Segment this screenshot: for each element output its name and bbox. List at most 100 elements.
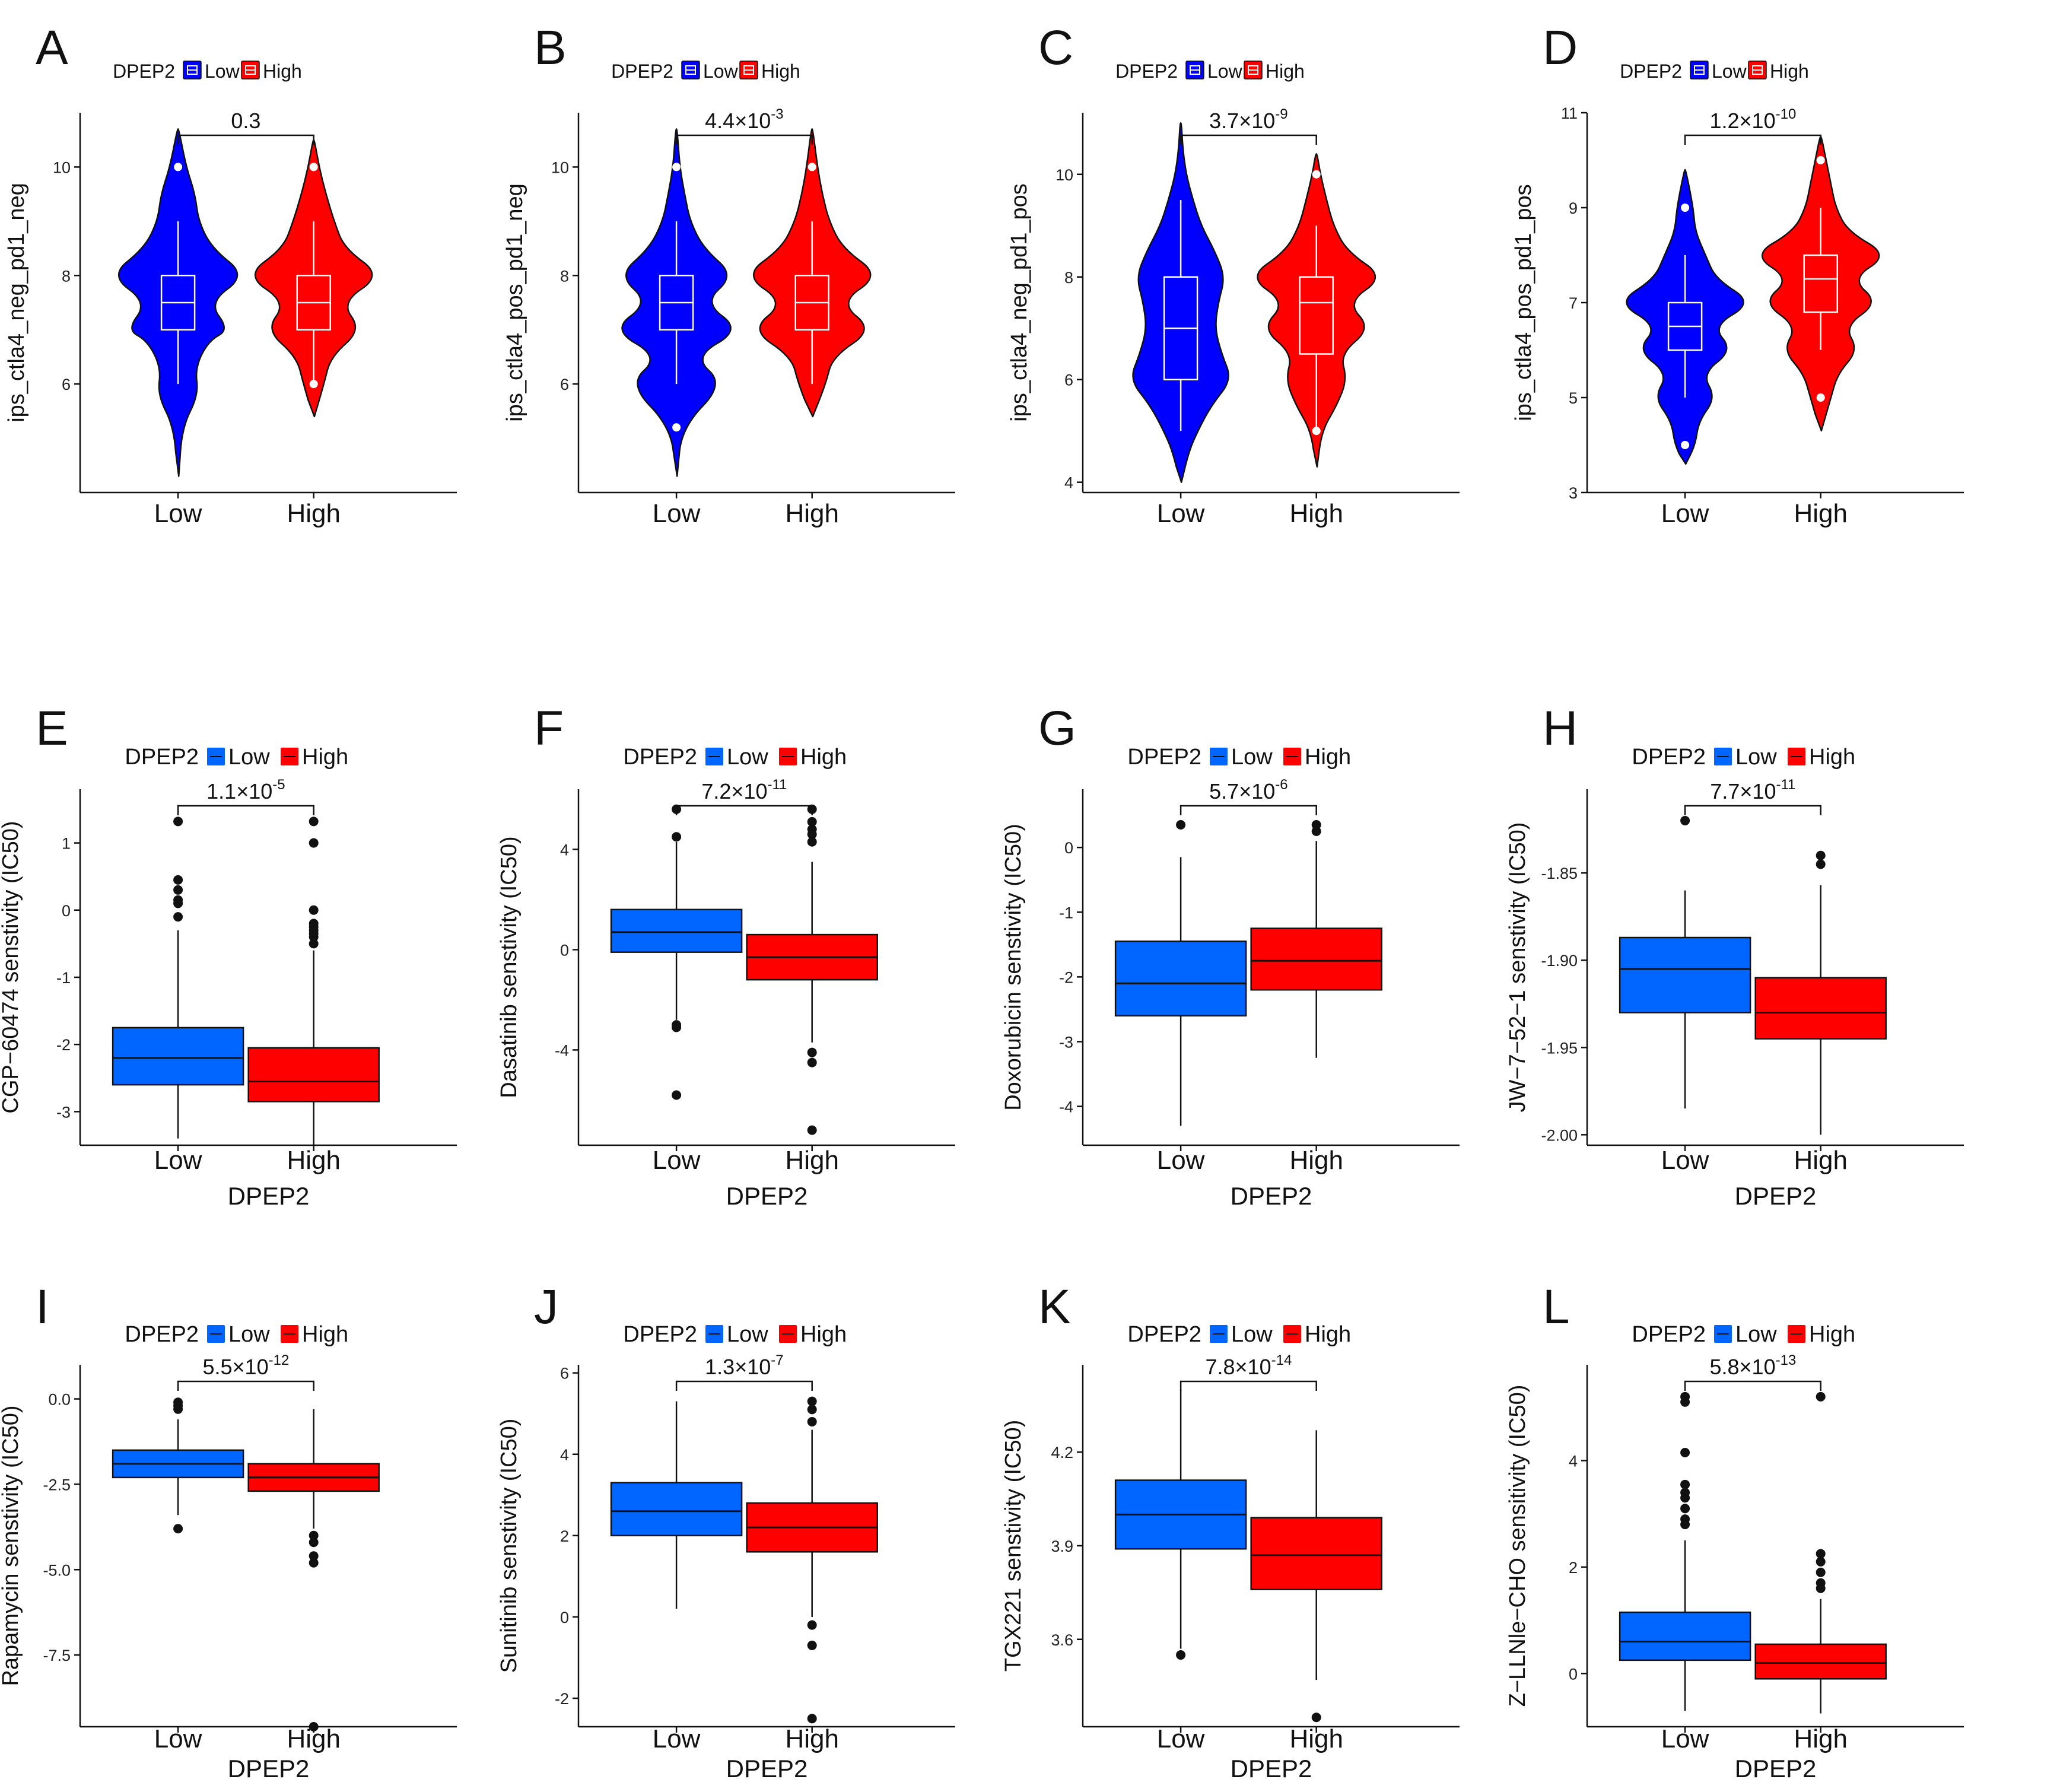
legend-label-low: Low	[1735, 745, 1777, 770]
y-tick-label: 4	[560, 841, 569, 859]
p-value-mantissa: 7.7	[1710, 779, 1740, 803]
outlier-point	[1680, 1504, 1690, 1514]
outlier-point	[1816, 1391, 1826, 1402]
panel-j: J DPEP2 Low High 6 4 2 0 -2 Low High Sunitinib sens…	[497, 1280, 955, 1783]
legend-label-low: Low	[1231, 1322, 1273, 1347]
box-high	[1250, 927, 1382, 991]
group-low	[1619, 815, 1751, 1109]
panel-d: D DPEP2 Low High 3 5 7 9 11 Low High ips_ctla4_pos_…	[1511, 21, 1964, 528]
significance-bracket: 7.7×10-11	[1684, 777, 1821, 815]
panel-l: L DPEP2 Low High 4 2 0 Low High Z−LLNle−CHO sensi…	[1505, 1280, 1964, 1783]
y-tick-label: -1.85	[1541, 865, 1578, 882]
legend-label-low: Low	[205, 61, 240, 82]
x-tick-label: High	[287, 1146, 341, 1175]
y-tick-label: -3	[1059, 1033, 1073, 1051]
p-value-times: ×10	[233, 1355, 269, 1379]
panel-g: G DPEP2 Low High 0 -1 -2 -3 -4 Low High Doxorubicin…	[1001, 701, 1460, 1210]
bracket-line	[1179, 805, 1317, 815]
y-axis-label: ips_ctla4_neg_pd1_pos	[1007, 183, 1032, 421]
p-value-times: ×10	[735, 1355, 771, 1379]
y-tick-label: 3	[1569, 484, 1578, 502]
box-low	[1619, 1611, 1751, 1661]
group-high	[247, 816, 380, 1145]
x-tick-label: High	[1794, 1724, 1848, 1753]
outlier-point	[1681, 204, 1690, 212]
outlier-point	[1680, 1448, 1690, 1458]
y-tick-label: -1.90	[1541, 952, 1578, 970]
group-low	[117, 128, 239, 477]
legend-title: DPEP2	[1127, 745, 1201, 770]
outlier-point	[807, 1640, 817, 1650]
bracket-line	[1684, 805, 1821, 815]
x-tick-label: Low	[1661, 1724, 1709, 1753]
outlier-point	[672, 423, 681, 432]
p-value-exponent: -13	[1776, 1352, 1797, 1368]
panel-letter: B	[534, 21, 567, 75]
group-low	[610, 804, 743, 1100]
bracket-line	[675, 1380, 813, 1391]
box-low	[1114, 941, 1247, 1017]
box-low	[112, 1027, 244, 1086]
y-axis-label: Z−LLNle−CHO sensitivity (IC50)	[1505, 1385, 1530, 1707]
y-tick-label: 8	[560, 267, 569, 285]
y-tick-label: 6	[62, 376, 71, 393]
outlier-point	[173, 1404, 183, 1414]
legend-label-low: Low	[727, 1322, 768, 1347]
outlier-point	[309, 816, 319, 827]
x-axis-label: DPEP2	[1735, 1755, 1817, 1783]
outlier-point	[807, 1396, 817, 1406]
significance-bracket: 5.5×10-12	[177, 1352, 314, 1391]
legend: DPEP2 Low High	[1127, 745, 1351, 770]
box-high	[1299, 276, 1334, 355]
p-value-label: 3.7×10-9	[1209, 106, 1287, 133]
y-axis-label: Sunitinib senstivity (IC50)	[497, 1419, 522, 1673]
outlier-point	[807, 816, 817, 827]
y-tick-label: 4.2	[1051, 1444, 1073, 1461]
y-tick-label: -4	[555, 1041, 569, 1059]
significance-bracket: 5.8×10-13	[1684, 1352, 1821, 1391]
group-high	[746, 804, 878, 1135]
group-low	[1132, 122, 1229, 483]
p-value-times: ×10	[236, 779, 272, 803]
outlier-point	[807, 1125, 817, 1135]
outlier-point	[173, 898, 183, 908]
legend: DPEP2 Low High	[1127, 1322, 1351, 1347]
outlier-point	[1680, 1493, 1690, 1503]
legend: DPEP2 Low High	[1632, 1322, 1855, 1347]
group-low	[1619, 1391, 1751, 1711]
p-value-times: ×10	[1239, 779, 1275, 803]
y-tick-label: -1	[1059, 904, 1073, 922]
p-value-label: 0.3	[231, 109, 260, 133]
panel-h: H DPEP2 Low High -1.85 -1.90 -1.95 -2.00 Low High…	[1505, 701, 1964, 1210]
outlier-point	[1680, 1479, 1690, 1489]
y-tick-label: 0	[1064, 839, 1073, 857]
outlier-point	[1311, 826, 1321, 836]
legend-title: DPEP2	[1632, 1322, 1706, 1347]
y-tick-label: 6	[560, 1365, 569, 1383]
bracket-line	[177, 805, 314, 815]
p-value-exponent: -12	[269, 1352, 290, 1368]
y-tick-label: -7.5	[43, 1647, 71, 1664]
axes: 6 8 10 Low High	[551, 113, 955, 528]
y-tick-label: 9	[1569, 199, 1578, 217]
group-high	[247, 1409, 380, 1731]
outlier-point	[807, 163, 816, 171]
y-tick-label: 6	[560, 376, 569, 393]
axes: 1 0 -1 -2 -3 Low High	[56, 789, 457, 1175]
y-tick-label: 10	[551, 158, 569, 176]
bracket-line	[675, 134, 813, 145]
outlier-point	[309, 1722, 319, 1731]
y-tick-label: -1.95	[1541, 1039, 1578, 1057]
outlier-point	[309, 1530, 319, 1540]
x-tick-label: High	[785, 1724, 839, 1753]
significance-bracket: 1.2×10-10	[1684, 106, 1821, 145]
y-tick-label: 11	[1561, 104, 1578, 122]
outlier-point	[1681, 441, 1690, 449]
significance-bracket: 3.7×10-9	[1179, 106, 1317, 145]
x-tick-label: Low	[154, 1146, 202, 1175]
p-value-mantissa: 1.3	[705, 1355, 735, 1379]
panel-letter: L	[1543, 1280, 1570, 1334]
outlier-point	[309, 163, 318, 171]
legend-label-high: High	[302, 745, 348, 770]
